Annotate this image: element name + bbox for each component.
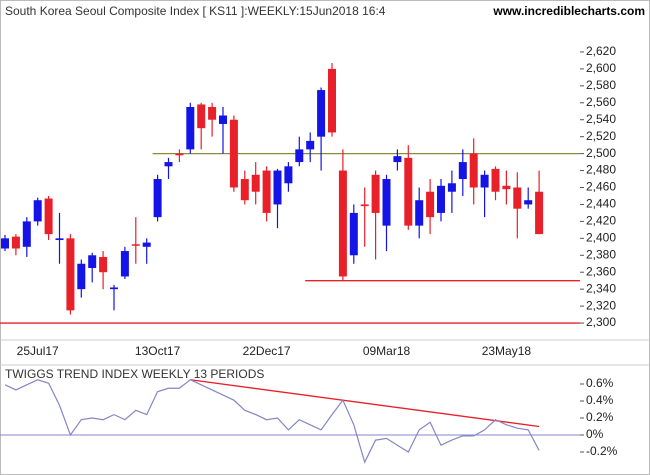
candle-body: [273, 170, 282, 205]
candle-body: [175, 153, 184, 156]
candle-body: [142, 242, 151, 247]
x-tick-label: 09Mar18: [363, 344, 411, 358]
y-tick-label: 2,540: [586, 112, 616, 126]
candle-body: [437, 185, 445, 213]
y-tick-label: 2,460: [586, 180, 616, 194]
x-tick-label: 13Oct17: [135, 344, 181, 358]
candle-body: [22, 221, 31, 247]
y-tick-label: 0.4%: [586, 393, 614, 407]
candle-body: [11, 236, 20, 249]
candle-body: [469, 153, 478, 188]
candle-body: [415, 200, 424, 226]
y-tick-label: 2,500: [586, 146, 616, 160]
candle-body: [262, 170, 271, 213]
candle-body: [251, 174, 260, 192]
y-tick-label: 2,400: [586, 231, 616, 245]
y-tick-label: 2,320: [586, 298, 616, 312]
candle-body: [524, 200, 533, 205]
y-tick-label: 2,480: [586, 163, 616, 177]
y-tick-label: 2,420: [586, 214, 616, 228]
y-tick-label: 2,600: [586, 61, 616, 75]
y-tick-label: 2,340: [586, 281, 616, 295]
candle-body: [110, 287, 118, 290]
candle-body: [219, 115, 227, 124]
candle-body: [491, 168, 500, 192]
x-tick-label: 22Dec17: [243, 344, 291, 358]
candle-body: [295, 149, 304, 163]
x-tick-label: 23May18: [482, 344, 532, 358]
candle-body: [120, 251, 129, 277]
candle-body: [371, 174, 380, 213]
y-tick-label: 0.2%: [586, 410, 614, 424]
y-tick-label: 2,440: [586, 197, 616, 211]
candle-body: [88, 255, 97, 268]
candle-body: [513, 187, 522, 209]
candle-body: [447, 183, 456, 192]
candle-body: [349, 212, 358, 256]
y-tick-label: 2,560: [586, 95, 616, 109]
candle-body: [240, 179, 249, 201]
indicator-title: TWIGGS TREND INDEX WEEKLY 13 PERIODS: [5, 367, 264, 381]
trend-line: [190, 379, 540, 428]
candle-body: [306, 140, 315, 150]
candle-body: [502, 185, 511, 190]
candle-body: [55, 238, 64, 241]
candle-body: [535, 191, 544, 235]
y-tick-label: 2,620: [586, 44, 616, 58]
candle-body: [66, 238, 75, 311]
candle-body: [44, 198, 53, 235]
candle-body: [164, 162, 173, 167]
y-tick-label: 0.6%: [586, 376, 614, 390]
candle-body: [33, 200, 42, 222]
candle-body: [317, 90, 326, 137]
candle-body: [208, 107, 217, 120]
candle-body: [480, 174, 489, 188]
x-tick-label: 25Jul17: [17, 344, 59, 358]
candle-body: [1, 238, 9, 249]
y-tick-label: 2,300: [586, 315, 616, 329]
candle-body: [77, 263, 86, 290]
candle-body: [404, 157, 413, 226]
candle-body: [458, 162, 467, 180]
candle-body: [360, 204, 369, 207]
candle-body: [338, 170, 347, 277]
candle-body: [328, 68, 336, 133]
y-tick-label: 2,520: [586, 129, 616, 143]
candle-body: [131, 244, 140, 246]
y-tick-label: 0%: [586, 427, 604, 441]
source: www.incrediblecharts.com: [492, 4, 645, 18]
y-tick-label: -0.2%: [586, 444, 618, 458]
y-tick-label: 2,580: [586, 78, 616, 92]
candle-body: [197, 104, 206, 129]
candle-body: [153, 179, 162, 218]
candle-body: [99, 256, 108, 273]
candle-body: [426, 191, 435, 218]
candle-body: [229, 119, 238, 188]
candle-body: [284, 166, 293, 184]
indicator-line: [4, 379, 540, 464]
candle-body: [382, 179, 391, 226]
candle-body: [393, 156, 402, 163]
y-tick-label: 2,380: [586, 247, 616, 261]
candle-body: [186, 107, 195, 150]
chart-title: South Korea Seoul Composite Index [ KS11…: [5, 4, 386, 18]
y-tick-label: 2,360: [586, 264, 616, 278]
